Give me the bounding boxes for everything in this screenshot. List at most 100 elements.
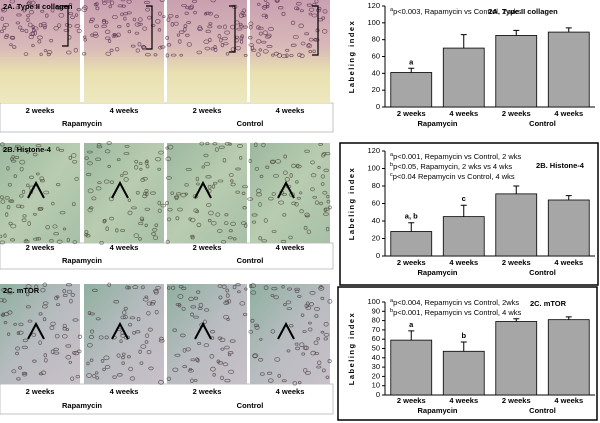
cell	[192, 194, 199, 199]
annotation-sup: c	[390, 172, 393, 178]
cell	[63, 28, 70, 32]
annotation-text: p<0.001, Repamycin vs Control, 2 wks	[393, 152, 521, 161]
annotation: ap<0.001, Repamycin vs Control, 2 wks	[390, 152, 521, 161]
cell	[109, 180, 114, 184]
cell	[110, 0, 115, 6]
cell	[92, 33, 99, 38]
cell	[83, 38, 87, 42]
cell	[132, 285, 139, 290]
cell	[27, 221, 32, 226]
cell	[247, 197, 254, 201]
cell	[17, 25, 23, 30]
cell	[203, 153, 209, 158]
y-axis-label: Labeling index	[347, 312, 356, 386]
cell	[19, 204, 25, 209]
bracket	[229, 5, 236, 53]
cell	[212, 181, 218, 185]
cell	[105, 51, 112, 56]
cell	[248, 25, 253, 30]
cell	[177, 294, 184, 299]
cell	[323, 212, 329, 216]
y-axis-label: Labeling index	[347, 167, 356, 241]
cell	[282, 213, 287, 217]
cell	[51, 201, 55, 206]
cell	[62, 326, 67, 331]
cell	[241, 191, 246, 196]
cell	[123, 177, 129, 182]
cell	[109, 216, 115, 221]
cell	[258, 202, 262, 207]
group-label: Rapamycin	[417, 268, 457, 277]
chart-frame	[337, 286, 598, 421]
cell	[235, 46, 241, 51]
cell	[66, 237, 70, 243]
cell	[207, 184, 212, 189]
cell	[268, 196, 274, 201]
cell	[178, 30, 185, 34]
cell	[71, 202, 76, 207]
cell	[182, 365, 188, 369]
y-tick-label: 10	[372, 381, 380, 390]
cell	[0, 195, 4, 200]
cell	[46, 52, 51, 57]
cell	[210, 220, 217, 226]
cell	[181, 286, 187, 291]
cell	[309, 302, 314, 307]
cell	[308, 7, 315, 12]
cell	[27, 0, 32, 6]
cell	[132, 17, 137, 22]
cell	[43, 49, 48, 53]
bar	[442, 47, 485, 108]
cell	[186, 42, 192, 47]
cell	[174, 353, 181, 357]
cell	[327, 299, 333, 304]
cell	[285, 48, 290, 52]
error-bar	[565, 195, 572, 200]
cell	[134, 159, 139, 164]
arrowhead	[111, 321, 129, 340]
cell	[165, 53, 170, 58]
cell	[53, 25, 60, 31]
micrograph	[250, 284, 330, 384]
cell	[222, 24, 228, 30]
cell	[55, 303, 61, 307]
cell	[320, 182, 325, 186]
cell	[89, 358, 94, 363]
error-bar	[408, 222, 415, 232]
cell	[167, 144, 174, 150]
cell	[217, 25, 222, 29]
cell	[202, 319, 207, 325]
cell	[281, 11, 286, 16]
annotation-sup: a	[390, 152, 394, 158]
group-label: Control	[237, 119, 264, 128]
cell	[167, 13, 174, 18]
cell	[120, 228, 126, 232]
cell	[225, 288, 229, 293]
cell	[223, 221, 229, 225]
cell	[0, 240, 6, 245]
cell	[199, 141, 205, 146]
cell	[120, 0, 126, 2]
cell	[30, 0, 36, 5]
cell	[299, 53, 305, 58]
y-tick-label: 40	[372, 353, 380, 362]
cell	[263, 285, 269, 291]
cell	[223, 42, 229, 46]
cell	[68, 155, 73, 160]
cell	[59, 210, 66, 215]
cell	[53, 351, 60, 355]
cell	[232, 284, 237, 290]
cell	[66, 50, 72, 55]
cell	[320, 296, 325, 301]
cell	[291, 163, 296, 169]
cell	[24, 238, 28, 242]
cell	[190, 234, 195, 238]
cell	[221, 284, 227, 289]
cell	[158, 339, 165, 343]
cell	[318, 142, 324, 146]
cell	[185, 167, 192, 172]
cell	[1, 312, 6, 317]
cell	[70, 15, 76, 20]
cell	[94, 24, 99, 28]
cell	[316, 365, 322, 369]
